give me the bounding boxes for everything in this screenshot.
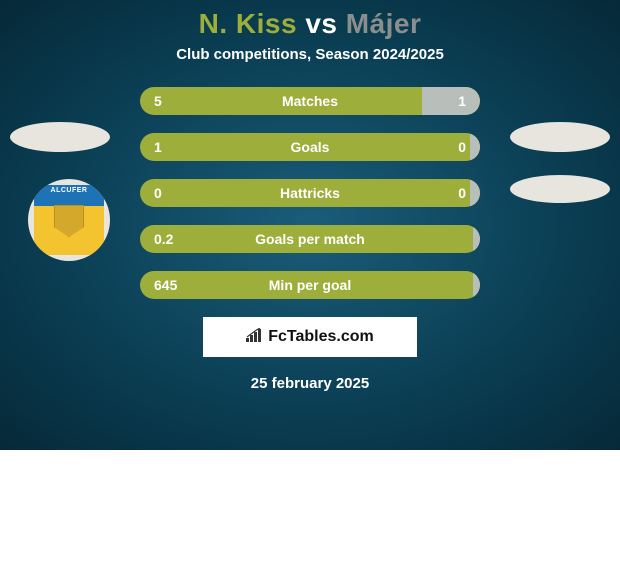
stat-label: Goals	[140, 139, 480, 155]
player2-club-placeholder	[510, 175, 610, 203]
club-logo-shield	[54, 205, 84, 237]
blank-area	[0, 450, 620, 580]
stat-label: Matches	[140, 93, 480, 109]
chart-icon	[246, 328, 264, 347]
brand-text: FcTables.com	[268, 328, 374, 346]
stat-right-value: 0	[458, 185, 466, 201]
brand-box[interactable]: FcTables.com	[203, 317, 417, 357]
stat-right-value: 0	[458, 139, 466, 155]
stat-label: Goals per match	[140, 231, 480, 247]
stat-row-hattricks: 0 Hattricks 0	[140, 179, 480, 207]
vs-text: vs	[305, 8, 337, 39]
stat-row-matches: 5 Matches 1	[140, 87, 480, 115]
stats-container: 5 Matches 1 1 Goals 0 0 Hattricks 0 0.2 …	[140, 87, 480, 299]
stat-label: Min per goal	[140, 277, 480, 293]
stat-row-min-per-goal: 645 Min per goal	[140, 271, 480, 299]
player2-badge-placeholder	[510, 122, 610, 152]
player2-name: Májer	[346, 8, 422, 39]
stat-right-value: 1	[458, 93, 466, 109]
player1-badge-placeholder	[10, 122, 110, 152]
stat-row-goals: 1 Goals 0	[140, 133, 480, 161]
stat-label: Hattricks	[140, 185, 480, 201]
player1-name: N. Kiss	[199, 8, 297, 39]
club-logo-text-top: ALCUFER	[51, 187, 88, 194]
subtitle: Club competitions, Season 2024/2025	[0, 46, 620, 63]
club-logo-text-mid: GYIRMOT FC GYŐR	[41, 197, 98, 203]
comparison-card: N. Kiss vs Májer Club competitions, Seas…	[0, 0, 620, 450]
club-logo-graphic: ALCUFER GYIRMOT FC GYŐR	[34, 185, 104, 255]
stat-row-goals-per-match: 0.2 Goals per match	[140, 225, 480, 253]
title: N. Kiss vs Májer	[0, 8, 620, 40]
date-text: 25 february 2025	[0, 375, 620, 392]
player1-club-logo: ALCUFER GYIRMOT FC GYŐR	[28, 179, 110, 261]
